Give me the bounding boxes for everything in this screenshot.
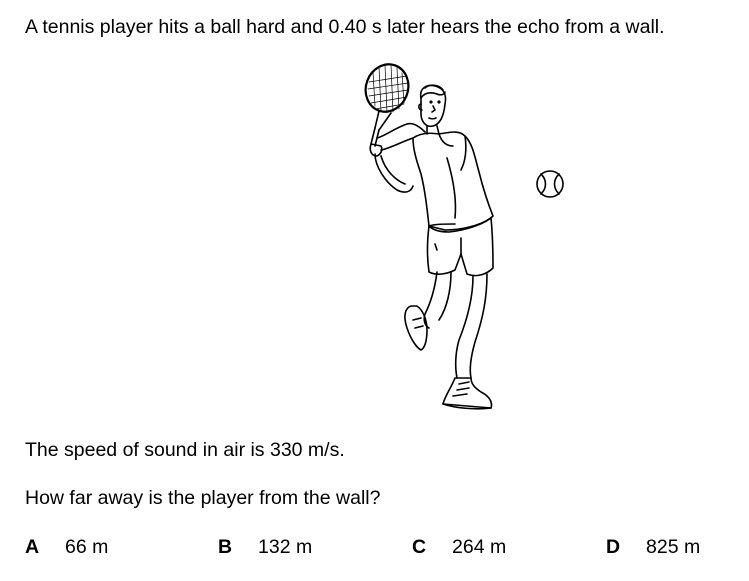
given-information: The speed of sound in air is 330 m/s. (25, 439, 345, 461)
option-letter: D (606, 536, 621, 558)
option-letter: A (25, 536, 40, 558)
option-letter: B (218, 536, 233, 558)
option-value: 132 m (258, 536, 313, 558)
option-value: 66 m (65, 536, 109, 558)
option-value: 264 m (452, 536, 507, 558)
option-letter: C (412, 536, 427, 558)
tennis-ball-icon (536, 170, 564, 198)
answer-options: A 66 m B 132 m C 264 m D 825 m (0, 536, 749, 560)
tennis-player-illustration (364, 63, 564, 410)
racket-icon (364, 63, 410, 147)
option-c[interactable]: C 264 m (412, 536, 506, 559)
question-stem: A tennis player hits a ball hard and 0.4… (25, 16, 665, 38)
option-b[interactable]: B 132 m (218, 536, 312, 559)
question-prompt: How far away is the player from the wall… (25, 487, 381, 509)
option-a[interactable]: A 66 m (25, 536, 108, 559)
option-d[interactable]: D 825 m (606, 536, 700, 559)
option-value: 825 m (646, 536, 701, 558)
